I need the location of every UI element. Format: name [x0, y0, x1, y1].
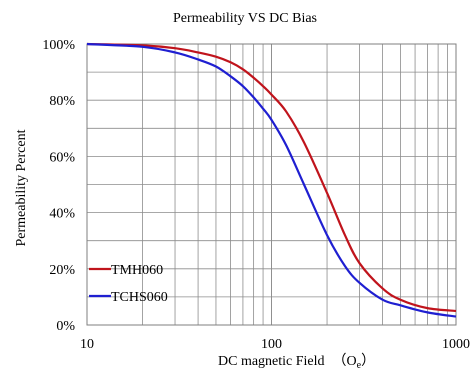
y-tick-label: 40% [49, 207, 75, 222]
x-tick-label: 1000 [442, 337, 470, 352]
y-tick-label: 0% [56, 319, 75, 334]
x-axis-unit-subscript: e [357, 360, 362, 371]
series-line-tmh060 [86, 42, 457, 313]
legend-label: TMH060 [111, 263, 163, 278]
series-layer [86, 42, 457, 318]
y-tick-label: 60% [49, 150, 75, 165]
plot-frame [86, 43, 457, 326]
x-tick-labels: 10 100 1000 [80, 337, 470, 352]
x-axis-unit-symbol: O [347, 354, 357, 369]
chart-title: Permeability VS DC Bias [173, 11, 317, 26]
legend: TMH060 TCHS060 [89, 263, 168, 305]
grid [86, 43, 457, 326]
x-tick-label: 10 [80, 337, 94, 352]
y-tick-label: 100% [42, 38, 75, 53]
x-axis-label-text: DC magnetic Field [218, 354, 325, 369]
x-axis-unit-close: ） [361, 353, 375, 369]
x-axis-unit-open: （ [333, 353, 347, 369]
x-axis-label: DC magnetic Field （Oe） [218, 353, 375, 371]
x-tick-label: 100 [261, 337, 282, 352]
series-line-tchs060 [86, 42, 457, 318]
y-tick-labels: 0% 20% 40% 60% 80% 100% [42, 38, 75, 334]
y-tick-label: 20% [49, 263, 75, 278]
y-axis-label: Permeability Percent [14, 129, 29, 246]
y-tick-label: 80% [49, 94, 75, 109]
legend-label: TCHS060 [111, 290, 168, 305]
